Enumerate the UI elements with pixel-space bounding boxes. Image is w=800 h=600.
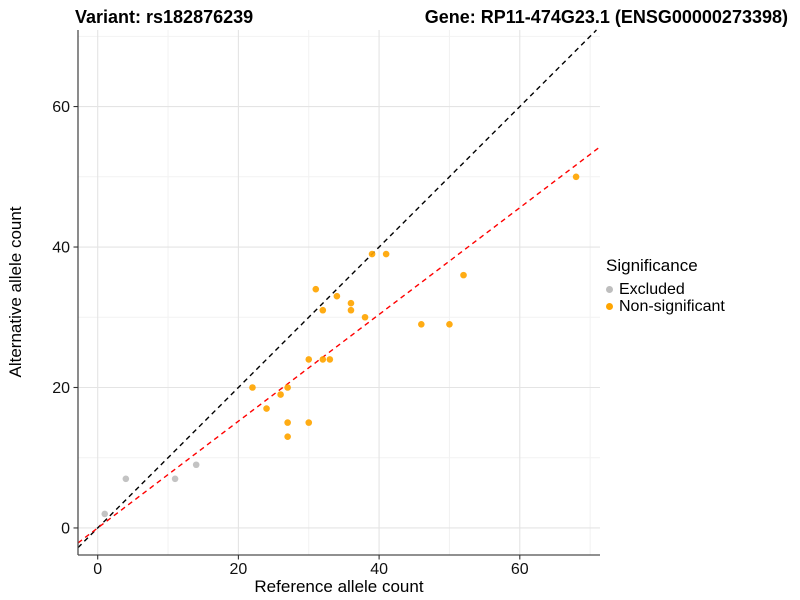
legend-item-excluded: Excluded	[606, 281, 725, 298]
point-non-significant	[326, 356, 334, 363]
point-non-significant	[361, 313, 369, 321]
grid-layer	[78, 30, 600, 555]
point-excluded	[122, 475, 130, 483]
point-excluded	[171, 475, 179, 483]
point-non-significant	[249, 384, 256, 391]
point-non-significant	[312, 285, 320, 293]
legend-title: Significance	[606, 256, 698, 275]
point-non-significant	[284, 433, 291, 440]
data-points-layer	[101, 173, 580, 518]
plot-title-variant: Variant: rs182876239	[75, 7, 254, 27]
point-non-significant	[347, 299, 355, 307]
legend-item-label-non-significant: Non-significant	[619, 298, 725, 315]
point-non-significant	[368, 250, 376, 258]
point-non-significant	[284, 419, 291, 426]
x-tick-label-60: 60	[511, 561, 529, 578]
point-non-significant	[382, 250, 390, 258]
non-significant-swatch-icon	[606, 303, 613, 310]
point-non-significant	[572, 173, 580, 181]
point-non-significant	[446, 320, 453, 328]
point-non-significant	[305, 356, 313, 363]
point-non-significant	[347, 306, 355, 314]
axes-layer: 0 20 40 60 0 20 40 60	[52, 30, 600, 578]
x-tick-label-40: 40	[370, 561, 388, 578]
identity-line	[77, 29, 597, 549]
point-non-significant	[319, 306, 327, 314]
point-excluded	[192, 461, 200, 469]
point-non-significant	[263, 405, 270, 412]
x-axis-title: Reference allele count	[254, 577, 423, 596]
y-tick-label-0: 0	[61, 520, 70, 537]
point-non-significant	[319, 356, 327, 363]
point-non-significant	[460, 271, 467, 279]
point-non-significant	[305, 419, 313, 426]
y-tick-label-60: 60	[52, 99, 70, 116]
legend-item-label-excluded: Excluded	[619, 281, 685, 298]
y-tick-label-20: 20	[52, 380, 70, 397]
legend: Significance Excluded Non-significant	[606, 256, 725, 315]
excluded-swatch-icon	[606, 286, 613, 293]
point-excluded	[101, 510, 109, 518]
point-non-significant	[284, 384, 291, 391]
x-tick-label-0: 0	[93, 561, 102, 578]
point-non-significant	[333, 292, 341, 300]
plot-title-gene: Gene: RP11-474G23.1 (ENSG00000273398)	[424, 7, 788, 27]
reference-lines-layer	[77, 29, 601, 549]
point-non-significant	[418, 320, 425, 328]
point-non-significant	[277, 391, 284, 398]
legend-item-non-significant: Non-significant	[606, 298, 725, 315]
fit-line	[77, 146, 601, 544]
y-axis-title: Alternative allele count	[6, 206, 25, 377]
y-tick-label-40: 40	[52, 240, 70, 257]
x-tick-label-20: 20	[230, 561, 248, 578]
